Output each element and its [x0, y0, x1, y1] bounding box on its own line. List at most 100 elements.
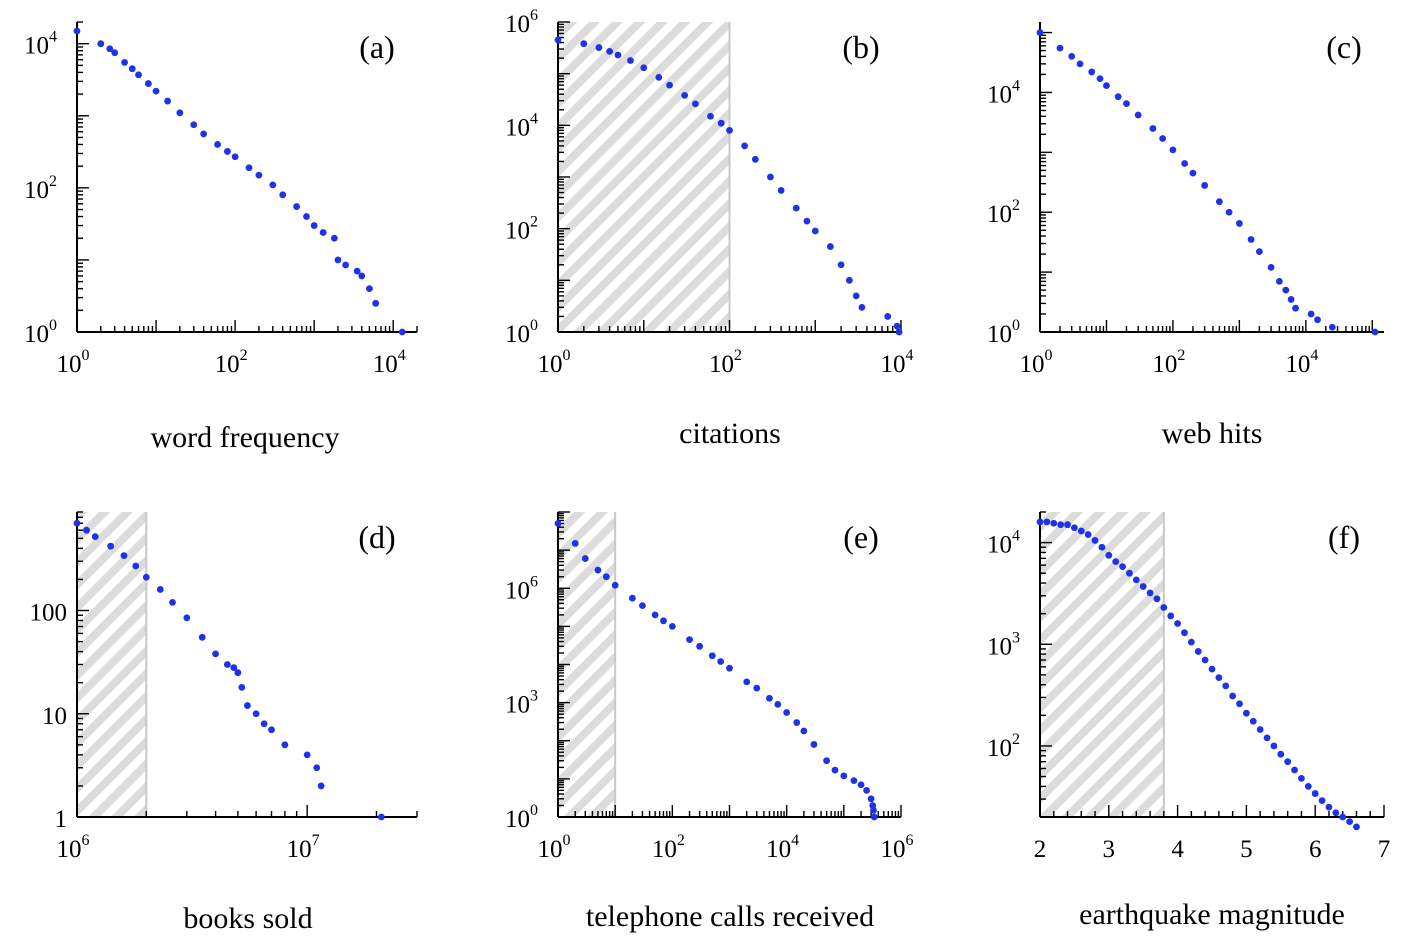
data-point [200, 130, 208, 138]
data-point [850, 777, 858, 785]
panel-6: 2 3 4 5 6 7 102 103 104 earthquake magnitude (f) [987, 511, 1390, 931]
x-tick-label: 106 [57, 832, 90, 863]
data-point [269, 181, 277, 189]
data-point [1159, 135, 1167, 142]
data-point [893, 322, 901, 330]
data-point [1325, 803, 1333, 811]
data-point [334, 256, 342, 264]
data-point [686, 636, 693, 643]
data-point [1298, 774, 1305, 782]
data-point [73, 27, 81, 35]
data-point [800, 727, 808, 735]
data-point [231, 153, 239, 161]
data-point [73, 519, 81, 527]
data-point [1181, 160, 1189, 167]
data-point [1119, 563, 1126, 571]
y-tick-label: 10 [42, 703, 67, 730]
data-point [190, 121, 198, 129]
data-point [1114, 93, 1122, 101]
x-axis-label: telephone calls received [586, 900, 874, 933]
data-point [640, 64, 648, 72]
data-point [810, 741, 818, 748]
data-point [1064, 521, 1071, 529]
data-point [1371, 328, 1379, 336]
x-axis-label: earthquake magnitude [1079, 898, 1345, 931]
y-tick-label: 100 [24, 317, 57, 348]
data-point [1339, 813, 1347, 821]
data-point [870, 813, 878, 821]
data-point [792, 204, 800, 212]
data-point [330, 234, 338, 242]
panel-3: 100 102 104 100 102 104 web hits (c) [987, 22, 1384, 450]
data-point [783, 709, 791, 716]
data-point [377, 813, 385, 821]
data-point [1277, 750, 1285, 758]
data-point [303, 751, 311, 759]
data-point [1126, 569, 1133, 577]
data-point [726, 126, 733, 134]
data-point [1091, 537, 1099, 544]
data-point [106, 45, 114, 53]
data-point [1036, 29, 1044, 36]
data-point [743, 678, 751, 686]
data-point [1249, 717, 1257, 725]
data-point [1076, 60, 1084, 68]
panel-label: (c) [1326, 29, 1362, 65]
data-point [1291, 766, 1298, 774]
data-point [212, 650, 219, 658]
data-point [1153, 595, 1161, 603]
data-point [1332, 809, 1340, 817]
panel-4: 106 107 1 10 100 books sold (d) [30, 511, 418, 935]
data-point [870, 806, 877, 814]
data-point [230, 664, 238, 671]
data-point [1134, 111, 1142, 119]
data-point [1098, 543, 1106, 551]
data-point [717, 658, 725, 665]
data-point [238, 684, 246, 691]
data-point [1270, 742, 1278, 750]
data-point [234, 669, 242, 677]
data-point [83, 526, 90, 534]
data-point [1068, 52, 1076, 60]
data-point [252, 710, 260, 718]
data-point [1284, 758, 1292, 766]
data-point [1096, 75, 1104, 83]
data-point [310, 222, 318, 229]
y-tick-label: 104 [24, 29, 57, 60]
data-point [1263, 734, 1271, 742]
data-point [691, 100, 699, 108]
data-point [342, 261, 350, 269]
data-point [245, 164, 253, 172]
data-point [303, 213, 310, 220]
x-tick-label: 5 [1240, 836, 1253, 863]
data-point [1160, 604, 1168, 611]
x-tick-label: 102 [652, 832, 685, 863]
data-point [803, 217, 811, 225]
x-tick-label: 106 [881, 832, 914, 863]
data-point [707, 112, 714, 120]
data-point [1123, 100, 1130, 108]
data-point [1201, 182, 1209, 189]
data-point [372, 299, 380, 307]
data-point [1314, 316, 1321, 324]
data-point [1167, 612, 1175, 620]
data-point [121, 59, 128, 66]
data-point [317, 782, 325, 790]
data-point [152, 87, 160, 95]
data-point [826, 243, 834, 250]
data-point [858, 303, 866, 311]
panel-label: (d) [358, 519, 395, 555]
data-point [183, 614, 191, 622]
x-tick-label: 100 [538, 347, 571, 378]
data-point [857, 781, 865, 789]
data-point [1307, 310, 1315, 318]
data-point [681, 91, 689, 99]
data-point [581, 555, 589, 562]
data-point [224, 148, 231, 155]
data-point [863, 786, 870, 794]
data-point [753, 684, 761, 692]
data-point [144, 80, 152, 87]
data-point [1222, 682, 1230, 690]
data-point [1318, 797, 1326, 804]
data-point [1181, 629, 1188, 637]
